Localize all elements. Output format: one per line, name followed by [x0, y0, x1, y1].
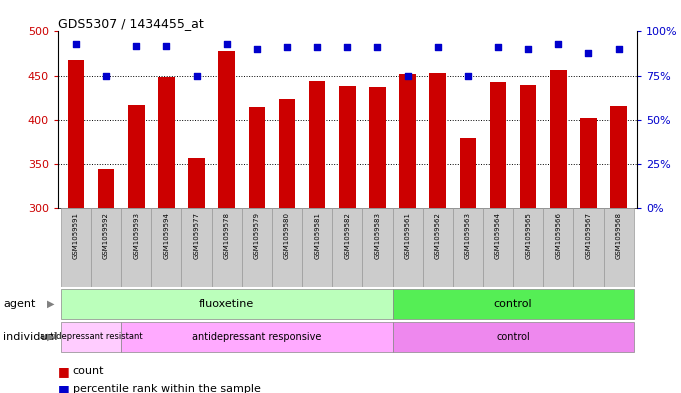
Bar: [279, 99, 296, 208]
Text: GSM1059568: GSM1059568: [616, 212, 622, 259]
Bar: [610, 106, 627, 208]
Text: fluoxetine: fluoxetine: [199, 299, 254, 309]
Text: GSM1059563: GSM1059563: [465, 212, 471, 259]
Text: GSM1059583: GSM1059583: [375, 212, 381, 259]
Point: [131, 42, 142, 49]
Point: [101, 72, 112, 79]
Text: GSM1059580: GSM1059580: [284, 212, 290, 259]
Point: [161, 42, 172, 49]
Bar: [121, 208, 151, 287]
Point: [372, 44, 383, 50]
Bar: [392, 322, 634, 352]
Text: control: control: [494, 299, 533, 309]
Bar: [392, 208, 423, 287]
Point: [432, 44, 443, 50]
Bar: [392, 288, 634, 319]
Bar: [453, 208, 483, 287]
Point: [583, 50, 594, 56]
Bar: [61, 322, 121, 352]
Text: GSM1059566: GSM1059566: [555, 212, 561, 259]
Point: [312, 44, 323, 50]
Bar: [430, 73, 446, 208]
Bar: [121, 322, 392, 352]
Bar: [302, 208, 332, 287]
Text: GSM1059592: GSM1059592: [103, 212, 109, 259]
Bar: [188, 158, 205, 208]
Bar: [61, 208, 91, 287]
Text: GSM1059562: GSM1059562: [434, 212, 441, 259]
Text: GSM1059582: GSM1059582: [345, 212, 350, 259]
Bar: [61, 288, 392, 319]
Bar: [483, 208, 513, 287]
Text: antidepressant resistant: antidepressant resistant: [39, 332, 142, 342]
Point: [221, 40, 232, 47]
Bar: [309, 81, 326, 208]
Text: ■: ■: [58, 365, 69, 378]
Bar: [339, 86, 355, 208]
Text: individual: individual: [3, 332, 58, 342]
Bar: [151, 208, 182, 287]
Bar: [91, 208, 121, 287]
Bar: [490, 82, 507, 208]
Text: GSM1059578: GSM1059578: [224, 212, 229, 259]
Point: [191, 72, 202, 79]
Text: GSM1059577: GSM1059577: [193, 212, 200, 259]
Bar: [272, 208, 302, 287]
Text: GSM1059565: GSM1059565: [525, 212, 531, 259]
Point: [613, 46, 624, 52]
Bar: [460, 138, 476, 208]
Text: count: count: [73, 366, 104, 376]
Bar: [399, 74, 416, 208]
Point: [553, 40, 564, 47]
Bar: [332, 208, 362, 287]
Bar: [219, 51, 235, 208]
Text: GSM1059561: GSM1059561: [405, 212, 411, 259]
Point: [402, 72, 413, 79]
Bar: [158, 77, 175, 208]
Text: GSM1059579: GSM1059579: [254, 212, 260, 259]
Bar: [580, 118, 597, 208]
Text: percentile rank within the sample: percentile rank within the sample: [73, 384, 261, 393]
Text: GSM1059581: GSM1059581: [314, 212, 320, 259]
Text: control: control: [496, 332, 530, 342]
Bar: [573, 208, 603, 287]
Point: [281, 44, 292, 50]
Text: GSM1059593: GSM1059593: [133, 212, 140, 259]
Bar: [520, 85, 537, 208]
Bar: [128, 105, 144, 208]
Text: ▶: ▶: [47, 299, 54, 309]
Point: [523, 46, 534, 52]
Text: agent: agent: [3, 299, 36, 309]
Bar: [242, 208, 272, 287]
Point: [71, 40, 82, 47]
Bar: [423, 208, 453, 287]
Point: [251, 46, 262, 52]
Bar: [67, 60, 84, 208]
Bar: [212, 208, 242, 287]
Bar: [369, 87, 385, 208]
Bar: [513, 208, 543, 287]
Text: ■: ■: [58, 382, 69, 393]
Text: antidepressant responsive: antidepressant responsive: [192, 332, 321, 342]
Bar: [182, 208, 212, 287]
Text: ▶: ▶: [47, 332, 54, 342]
Text: GSM1059567: GSM1059567: [586, 212, 592, 259]
Text: GSM1059591: GSM1059591: [73, 212, 79, 259]
Text: GDS5307 / 1434455_at: GDS5307 / 1434455_at: [58, 17, 204, 30]
Bar: [249, 107, 265, 208]
Bar: [98, 169, 114, 208]
Point: [462, 72, 473, 79]
Bar: [550, 70, 567, 208]
Bar: [362, 208, 392, 287]
Text: GSM1059594: GSM1059594: [163, 212, 170, 259]
Bar: [603, 208, 634, 287]
Point: [492, 44, 503, 50]
Point: [342, 44, 353, 50]
Text: GSM1059564: GSM1059564: [495, 212, 501, 259]
Bar: [543, 208, 573, 287]
